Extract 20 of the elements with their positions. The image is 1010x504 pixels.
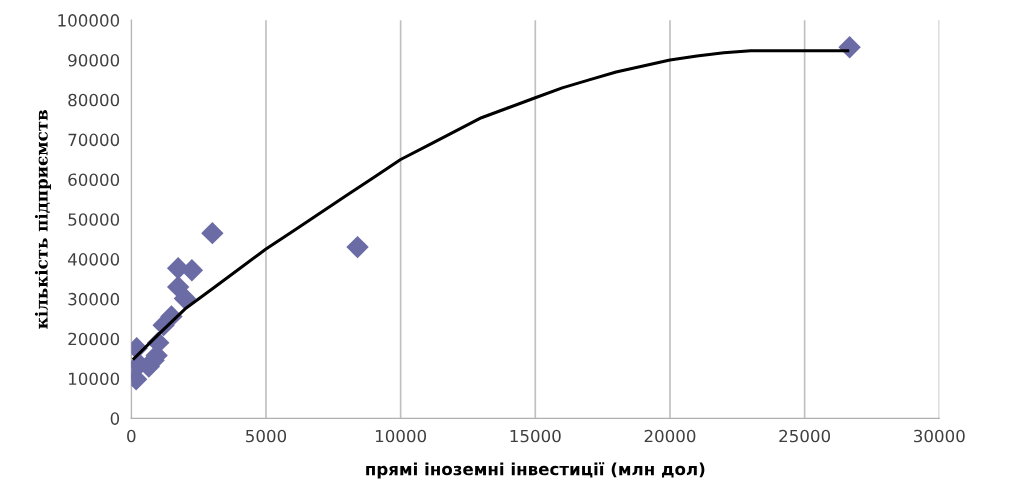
- y-tick-label: 40000: [67, 253, 120, 266]
- x-tick-label: 0: [127, 429, 136, 443]
- y-tick-label: 30000: [68, 292, 120, 306]
- x-tick-label: 20000: [644, 429, 696, 443]
- x-tick-label: 30000: [914, 429, 965, 443]
- x-axis-title: прямі іноземні інвестиції (млн дол): [366, 462, 705, 479]
- y-tick-label: 100000: [58, 14, 120, 27]
- y-tick-label: 0: [110, 412, 120, 425]
- y-tick-label: 20000: [68, 332, 120, 346]
- y-tick-label: 70000: [68, 133, 120, 147]
- y-tick-label: 10000: [69, 372, 120, 386]
- y-tick-label: 60000: [68, 173, 120, 186]
- x-tick-label: 5000: [246, 429, 287, 443]
- y-tick-label: 90000: [68, 53, 120, 67]
- x-tick-label: 15000: [510, 429, 561, 443]
- x-tick-label: 10000: [375, 429, 427, 443]
- y-tick-label: 80000: [68, 93, 120, 107]
- y-tick-label: 50000: [68, 213, 120, 226]
- x-tick-label: 25000: [779, 429, 831, 443]
- y-axis-title: кількість підприємств: [34, 109, 52, 329]
